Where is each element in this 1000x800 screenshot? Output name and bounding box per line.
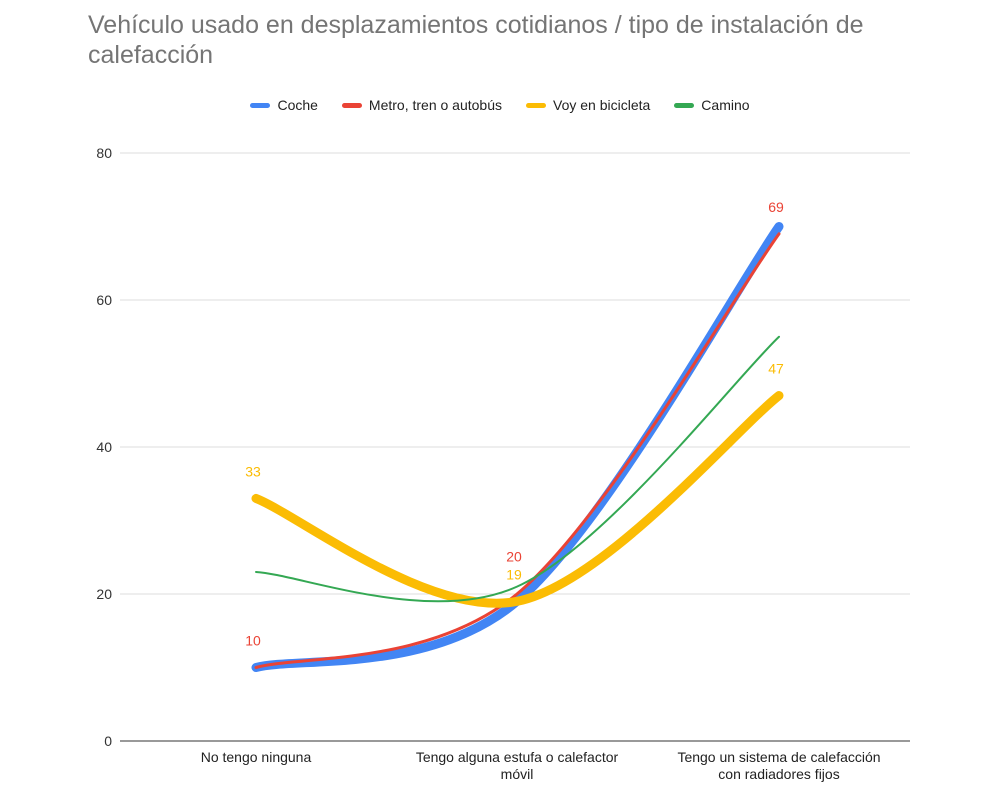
legend: Coche Metro, tren o autobús Voy en bicicle… [0, 97, 1000, 113]
legend-item[interactable]: Coche [250, 97, 318, 113]
x-tick-label: Tengo un sistema de calefacción [677, 749, 880, 765]
legend-label: Metro, tren o autobús [368, 97, 502, 113]
legend-swatch [674, 102, 695, 108]
legend-item[interactable]: Voy en bicicleta [526, 97, 650, 113]
legend-label: Coche [277, 97, 318, 113]
series-line [251, 222, 784, 672]
data-label: 19 [506, 566, 522, 582]
legend-swatch [526, 102, 546, 108]
chart-title: Vehículo usado en desplazamientos cotidi… [88, 11, 864, 69]
x-tick-label: móvil [501, 766, 534, 782]
data-label: 20 [506, 548, 522, 564]
x-tick-label: con radiadores fijos [718, 766, 839, 782]
y-tick-label: 20 [96, 586, 112, 602]
y-tick-label: 40 [96, 439, 112, 455]
x-tick-label: No tengo ninguna [201, 749, 312, 765]
data-label: 10 [245, 633, 261, 649]
y-tick-label: 0 [104, 733, 112, 749]
series-line [254, 232, 781, 669]
legend-label: Voy en bicicleta [553, 97, 651, 113]
legend-item[interactable]: Camino [674, 97, 750, 113]
x-tick-label: Tengo alguna estufa o calefactor [416, 749, 619, 765]
series-line [255, 335, 780, 603]
series-line [251, 391, 784, 608]
data-label: 47 [768, 361, 784, 377]
y-tick-label: 60 [96, 292, 112, 308]
y-tick-label: 80 [96, 145, 112, 161]
legend-swatch [341, 102, 362, 108]
data-label: 33 [245, 463, 261, 479]
legend-label: Camino [701, 97, 750, 113]
data-label: 69 [768, 199, 784, 215]
legend-item[interactable]: Metro, tren o autobús [341, 97, 502, 113]
legend-swatch [250, 102, 271, 108]
